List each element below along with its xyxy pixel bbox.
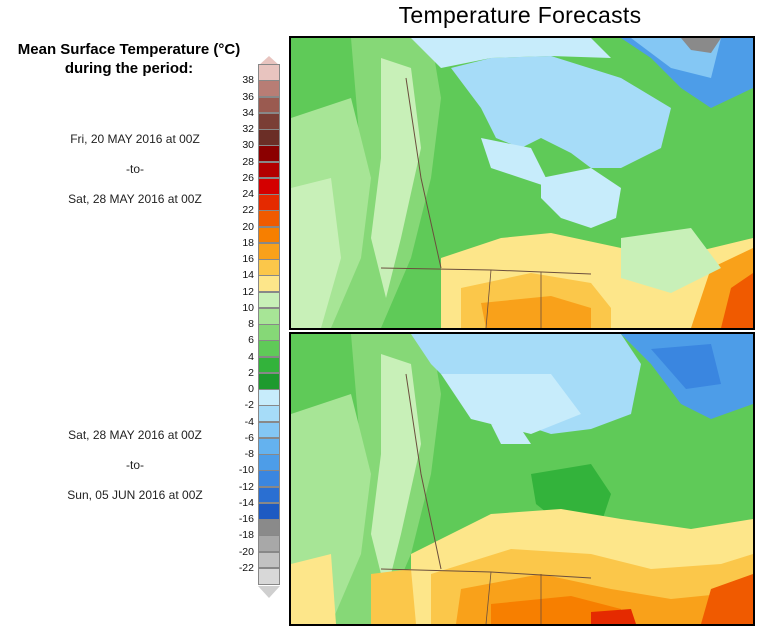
colorbar-tick-label: 10 (242, 301, 254, 314)
colorbar-segment (258, 372, 280, 390)
colorbar-tick-label: 2 (248, 366, 254, 379)
colorbar-tick-label: -8 (244, 448, 254, 460)
colorbar-tick-label: 0 (248, 383, 254, 395)
colorbar-segment (258, 275, 280, 292)
colorbar-tick-label: 26 (242, 171, 254, 184)
period-1-sep: -to- (126, 162, 144, 176)
period-2-start: Sat, 28 MAY 2016 at 00Z (68, 428, 202, 442)
legend-title-line1: Mean Surface Temperature (°C) (17, 41, 241, 58)
colorbar-segment (258, 112, 280, 130)
colorbar-segment (258, 356, 280, 374)
legend-title-line2: during the period: (64, 60, 194, 77)
colorbar-segment (258, 470, 280, 487)
colorbar-tick-label: 12 (242, 285, 254, 298)
colorbar-tick-label: 14 (242, 269, 254, 282)
colorbar-segment (258, 551, 280, 569)
colorbar-tick-label: 30 (242, 139, 254, 152)
colorbar-tick-label: -14 (238, 496, 254, 509)
colorbar-segment (258, 421, 280, 439)
colorbar-tick-label: 34 (242, 106, 254, 119)
colorbar-segment (258, 259, 280, 276)
colorbar-segment (258, 567, 280, 585)
colorbar-segment (258, 324, 280, 341)
colorbar-tick-label: -16 (238, 513, 254, 525)
period-2-label: Sat, 28 MAY 2016 at 00Z -to- Sun, 05 JUN… (30, 428, 240, 518)
colorbar-tick-label: 4 (248, 350, 254, 363)
period-2-sep: -to- (126, 458, 144, 472)
colorbar-segment (258, 486, 280, 504)
colorbar-segment (258, 177, 280, 195)
colorbar-segment (258, 291, 280, 309)
colorbar-tick-label: 18 (242, 236, 254, 249)
colorbar-tick-label: 20 (242, 220, 254, 233)
colorbar-arrow-bottom (258, 586, 280, 598)
colorbar-segment (258, 389, 280, 406)
colorbar-tick-label: -12 (238, 480, 254, 493)
colorbar-tick-label: -20 (238, 545, 254, 558)
colorbar-segment (258, 307, 280, 325)
colorbar-tick-label: -22 (238, 561, 254, 574)
colorbar-tick-label: 6 (248, 334, 254, 347)
colorbar-tick-label: -18 (238, 529, 254, 542)
colorbar-segment (258, 340, 280, 357)
period-1-label: Fri, 20 MAY 2016 at 00Z -to- Sat, 28 MAY… (30, 132, 240, 222)
colorbar-tick-label: 24 (242, 188, 254, 200)
colorbar-tick-label: 16 (242, 253, 254, 265)
colorbar-tick-label: -10 (238, 464, 254, 477)
colorbar-segment (258, 519, 280, 536)
colorbar-tick-label: 36 (242, 90, 254, 103)
colorbar-tick-label: 22 (242, 204, 254, 217)
colorbar-segment (258, 242, 280, 260)
colorbar-tick-label: 38 (242, 74, 254, 87)
colorbar-segment (258, 210, 280, 227)
colorbar-segment (258, 405, 280, 422)
colorbar-tick-label: -2 (244, 399, 254, 412)
colorbar-segment (258, 454, 280, 471)
colorbar-segment (258, 80, 280, 97)
colorbar-segment (258, 129, 280, 146)
forecast-map-period-2 (289, 332, 755, 626)
colorbar-segment (258, 194, 280, 211)
period-1-start: Fri, 20 MAY 2016 at 00Z (70, 132, 200, 146)
colorbar-tick-label: 28 (242, 155, 254, 168)
colorbar-segment (258, 145, 280, 162)
colorbar-segment (258, 502, 280, 520)
period-1-end: Sat, 28 MAY 2016 at 00Z (68, 192, 202, 206)
colorbar-segment (258, 161, 280, 179)
forecast-map-period-1 (289, 36, 755, 330)
page-title: Temperature Forecasts (398, 2, 642, 28)
colorbar-segment (258, 437, 280, 455)
colorbar-tick-label: -4 (244, 415, 254, 428)
colorbar-segment (258, 226, 280, 244)
colorbar-segment (258, 535, 280, 552)
colorbar-segment (258, 96, 280, 114)
period-2-end: Sun, 05 JUN 2016 at 00Z (67, 488, 203, 502)
temperature-colorbar (258, 64, 280, 585)
colorbar-tick-label: 8 (248, 318, 254, 330)
colorbar-tick-label: -6 (244, 431, 254, 444)
colorbar-segment (258, 64, 280, 81)
legend-title: Mean Surface Temperature (°C) during the… (4, 40, 254, 78)
colorbar-tick-label: 32 (242, 123, 254, 135)
colorbar-arrow-top (258, 56, 280, 66)
